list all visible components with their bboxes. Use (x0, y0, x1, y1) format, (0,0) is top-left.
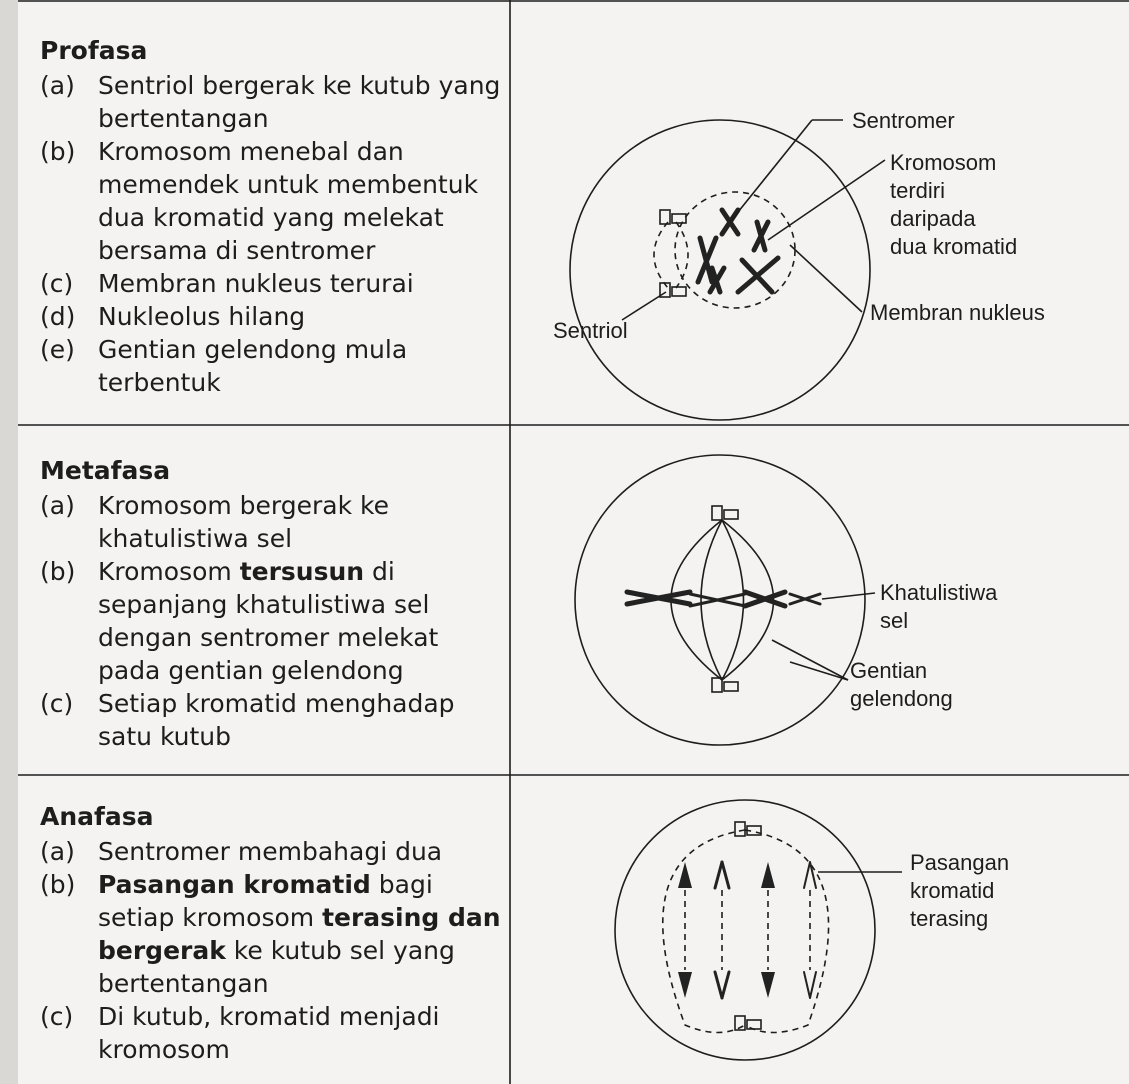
item-marker: (d) (40, 302, 76, 331)
metaphase-cell (574, 454, 876, 746)
text-run: Setiap kromatid menghadap satu kutub (98, 689, 455, 751)
stage-item: (a) Sentriol bergerak ke kutub yang berte… (40, 69, 505, 135)
text-run: Membran nukleus terurai (98, 269, 414, 298)
anaphase-cell (614, 799, 902, 1061)
prophase-cell (569, 119, 886, 421)
diagram-label: Kromosom terdiri daripada dua kromatid (890, 150, 1017, 259)
item-marker: (b) (40, 870, 76, 899)
stage-title: Metafasa (40, 456, 171, 485)
stage-cell: Metafasa (a) Kromosom bergerak ke khatulis… (40, 454, 505, 753)
text-run: di sepanjang khatulistiwa sel dengan sen… (98, 557, 439, 685)
item-text: Di kutub, kromatid menjadi kromosom (98, 1000, 505, 1066)
text-run: Sentriol bergerak ke kutub yang bertenta… (98, 71, 501, 133)
text-run: Di kutub, kromatid menjadi kromosom (98, 1002, 440, 1064)
text-run: terasing dan bergerak (98, 903, 501, 965)
item-text: Setiap kromatid menghadap satu kutub (98, 687, 505, 753)
text-run: ke kutub sel yang bertentangan (98, 936, 455, 998)
diagram-label: Sentromer (852, 108, 955, 133)
stage-item: (c) Di kutub, kromatid menjadi kromosom (40, 1000, 505, 1066)
stage-item: (e) Gentian gelendong mula terbentuk (40, 333, 505, 399)
diagram-label: Khatulistiwa sel (880, 580, 998, 633)
diagram-label: Pasangan kromatid terasing (910, 850, 1009, 931)
item-text: Kromosom menebal dan memendek untuk memb… (98, 135, 505, 267)
item-marker: (a) (40, 837, 75, 866)
item-marker: (b) (40, 557, 76, 586)
text-run: tersusun (239, 557, 365, 586)
stage-item: (d) Nukleolus hilang (40, 300, 505, 333)
text-run: Nukleolus hilang (98, 302, 306, 331)
text-run: Kromosom menebal dan memendek untuk memb… (98, 137, 479, 265)
stage-cell: Profasa (a) Sentriol bergerak ke kutub yan… (40, 34, 505, 399)
stage-item: (a) Kromosom bergerak ke khatulistiwa sel (40, 489, 505, 555)
item-text: Pasangan kromatid bagi setiap kromosom t… (98, 868, 505, 1000)
diagram-label: Gentian gelendong (850, 658, 953, 711)
item-marker: (b) (40, 137, 76, 166)
item-text: Kromosom bergerak ke khatulistiwa sel (98, 489, 505, 555)
stage-cell: Anafasa (a) Sentromer membahagi dua (b) Pasa… (40, 800, 505, 1066)
stage-item: (b) Pasangan kromatid bagi setiap kromoso… (40, 868, 505, 1000)
stage-item: (a) Sentromer membahagi dua (40, 835, 505, 868)
text-run: Pasangan kromatid (98, 870, 371, 899)
item-marker: (c) (40, 689, 74, 718)
diagram-label: Sentriol (553, 318, 628, 343)
text-run: Sentromer membahagi dua (98, 837, 443, 866)
text-run: Kromosom (98, 557, 240, 586)
stage-item: (b) Kromosom tersusun di sepanjang khatul… (40, 555, 505, 687)
item-text: Sentriol bergerak ke kutub yang bertenta… (98, 69, 505, 135)
stage-item: (c) Membran nukleus terurai (40, 267, 505, 300)
item-marker: (a) (40, 491, 75, 520)
item-text: Nukleolus hilang (98, 300, 505, 333)
item-text: Membran nukleus terurai (98, 267, 505, 300)
text-run: bagi setiap kromosom (98, 870, 433, 932)
stage-title: Anafasa (40, 802, 154, 831)
item-marker: (a) (40, 71, 75, 100)
item-text: Sentromer membahagi dua (98, 835, 505, 868)
stage-title: Profasa (40, 36, 148, 65)
text-run: Kromosom bergerak ke khatulistiwa sel (98, 491, 390, 553)
item-marker: (c) (40, 1002, 74, 1031)
scan-edge (0, 0, 18, 1084)
item-marker: (e) (40, 335, 75, 364)
item-text: Kromosom tersusun di sepanjang khatulist… (98, 555, 505, 687)
item-marker: (c) (40, 269, 74, 298)
diagram-label: Membran nukleus (870, 300, 1045, 325)
stage-item: (b) Kromosom menebal dan memendek untuk m… (40, 135, 505, 267)
stage-item: (c) Setiap kromatid menghadap satu kutub (40, 687, 505, 753)
item-text: Gentian gelendong mula terbentuk (98, 333, 505, 399)
text-run: Gentian gelendong mula terbentuk (98, 335, 408, 397)
